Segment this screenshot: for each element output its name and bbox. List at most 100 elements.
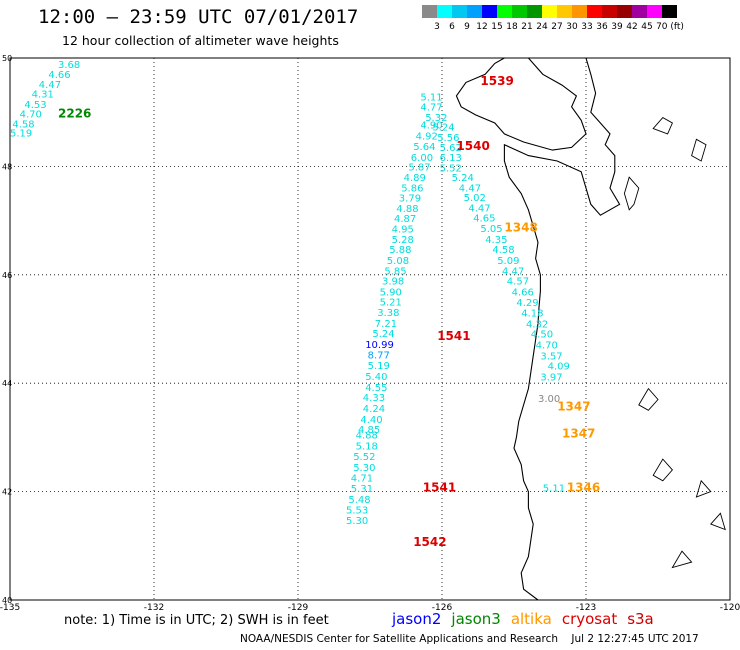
- footer-org: NOAA/NESDIS Center for Satellite Applica…: [240, 633, 558, 645]
- wave-height-reading: 4.31: [32, 90, 54, 101]
- wave-height-reading: 3.38: [377, 308, 399, 319]
- legend-jason3: jason3: [451, 610, 501, 628]
- scale-swatch: [422, 5, 437, 18]
- legend-jason2: jason2: [392, 610, 442, 628]
- lake-outline: [671, 550, 693, 569]
- wave-height-reading: 5.48: [348, 495, 370, 506]
- wave-height-reading: 5.09: [497, 256, 519, 267]
- scale-swatch: [452, 5, 467, 18]
- wave-height-reading: 4.71: [351, 473, 373, 484]
- wave-height-reading: 5.40: [365, 372, 387, 383]
- lon-tick-label: -132: [144, 603, 164, 613]
- wave-height-reading: 5.24: [432, 123, 454, 134]
- map-subtitle: 12 hour collection of altimeter wave hei…: [62, 33, 339, 48]
- scale-swatch: [512, 5, 527, 18]
- wave-height-reading: 4.33: [363, 393, 385, 404]
- wave-height-reading: 5.87: [408, 163, 430, 174]
- footer: NOAA/NESDIS Center for Satellite Applica…: [240, 633, 709, 645]
- wave-height-reading: 4.88: [396, 204, 418, 215]
- scale-label: 39: [611, 22, 623, 32]
- wave-height-reading: 4.47: [502, 266, 524, 277]
- scale-label: 6: [449, 22, 455, 32]
- wave-height-reading: 5.53: [346, 505, 368, 516]
- scale-swatch: [527, 5, 542, 18]
- lake-outline: [695, 479, 712, 498]
- scale-swatch: [617, 5, 632, 18]
- pass-label: 1348: [504, 220, 537, 234]
- wave-height-reading: 4.90: [420, 121, 442, 132]
- wave-height-reading: 4.88: [356, 431, 378, 442]
- wave-height-reading: 4.66: [48, 70, 70, 81]
- wave-height-reading: 4.58: [12, 119, 34, 130]
- scale-label: 27: [551, 22, 563, 32]
- lake-outline: [623, 176, 640, 211]
- wave-height-reading: 5.31: [351, 484, 373, 495]
- scale-swatch: [632, 5, 647, 18]
- scale-label: 33: [581, 22, 593, 32]
- wave-height-reading: 3.97: [540, 373, 562, 384]
- wave-height-reading: 5.19: [10, 129, 32, 140]
- lon-tick-label: -129: [288, 603, 309, 613]
- wave-height-reading: 6.00: [411, 153, 433, 164]
- pass-label: 1541: [437, 329, 470, 343]
- lat-tick-label: 48: [2, 162, 12, 171]
- wave-height-reading: 4.77: [420, 103, 442, 114]
- axis-ticks: -135 -132 -129 -126 -123 -120 50 48 46 44 42 40: [0, 54, 740, 613]
- coastline: [455, 57, 726, 601]
- scale-swatch: [662, 5, 677, 18]
- wave-height-reading: 5.24: [372, 329, 394, 340]
- wave-height-reading: 4.47: [468, 203, 490, 214]
- wave-height-reading: 3.68: [58, 60, 80, 71]
- pass-label: 1540: [456, 139, 489, 153]
- pass-label: 1346: [567, 481, 600, 495]
- wave-height-reading: 10.99: [365, 340, 394, 351]
- legend-altika: altika: [510, 610, 552, 628]
- wave-height-reading: 5.24: [452, 173, 474, 184]
- wave-height-reading: 4.55: [365, 383, 387, 394]
- wave-height-reading: 5.08: [387, 256, 409, 267]
- map-frame: [9, 57, 731, 601]
- map-title: 12:00 — 23:59 UTC 07/01/2017: [38, 6, 359, 28]
- lon-tick-label: -123: [576, 603, 596, 613]
- wave-height-reading: 5.11: [420, 92, 442, 103]
- lat-tick-label: 50: [2, 54, 12, 63]
- scale-label: 15: [491, 22, 503, 32]
- wave-height-reading: 3.00: [538, 394, 560, 405]
- wave-height-reading: 3.57: [540, 351, 562, 362]
- color-scale-bar: [422, 5, 677, 18]
- wave-height-reading: 4.24: [363, 404, 385, 415]
- scale-swatch: [542, 5, 557, 18]
- lat-tick-label: 40: [2, 596, 12, 605]
- wave-height-reading: 4.66: [512, 287, 534, 298]
- lon-tick-label: -120: [720, 603, 740, 613]
- wave-height-reading: 4.70: [536, 341, 558, 352]
- wave-height-reading: 5.30: [346, 516, 368, 527]
- color-scale-labels: 3 6 9 12 15 18 21 24 27 30 33 36 39 42 45 70 (ft): [422, 22, 740, 34]
- scale-label: 70 (ft): [656, 22, 684, 32]
- legend-cryosat: cryosat: [561, 610, 618, 628]
- wave-height-reading: 5.88: [389, 245, 411, 256]
- wave-height-reading: 5.52: [353, 452, 375, 463]
- wave-height-readings: 3.684.664.474.314.534.704.585.195.114.77…: [10, 60, 570, 527]
- pass-label: 1347: [562, 426, 595, 440]
- scale-swatch: [482, 5, 497, 18]
- wave-height-reading: 3.79: [399, 194, 421, 205]
- wave-height-reading: 4.85: [358, 425, 380, 436]
- lake-outline: [652, 117, 673, 135]
- wave-height-reading: 8.77: [368, 350, 390, 361]
- scale-label: 24: [536, 22, 548, 32]
- wave-height-reading: 5.05: [480, 224, 502, 235]
- lon-tick-label: -135: [0, 603, 20, 613]
- wave-height-reading: 4.65: [473, 214, 495, 225]
- wave-height-reading: 4.95: [392, 225, 414, 236]
- pass-label: 1539: [480, 74, 513, 88]
- scale-swatch: [437, 5, 452, 18]
- wave-height-reading: 5.11: [543, 484, 565, 495]
- wave-height-reading: 4.35: [485, 235, 507, 246]
- wave-height-reading: 4.70: [20, 110, 42, 121]
- scale-label: 21: [521, 22, 533, 32]
- wave-height-reading: 4.53: [24, 100, 46, 111]
- wave-height-reading: 4.92: [416, 131, 438, 142]
- wave-height-reading: 5.64: [413, 142, 435, 153]
- wave-height-reading: 4.57: [507, 277, 529, 288]
